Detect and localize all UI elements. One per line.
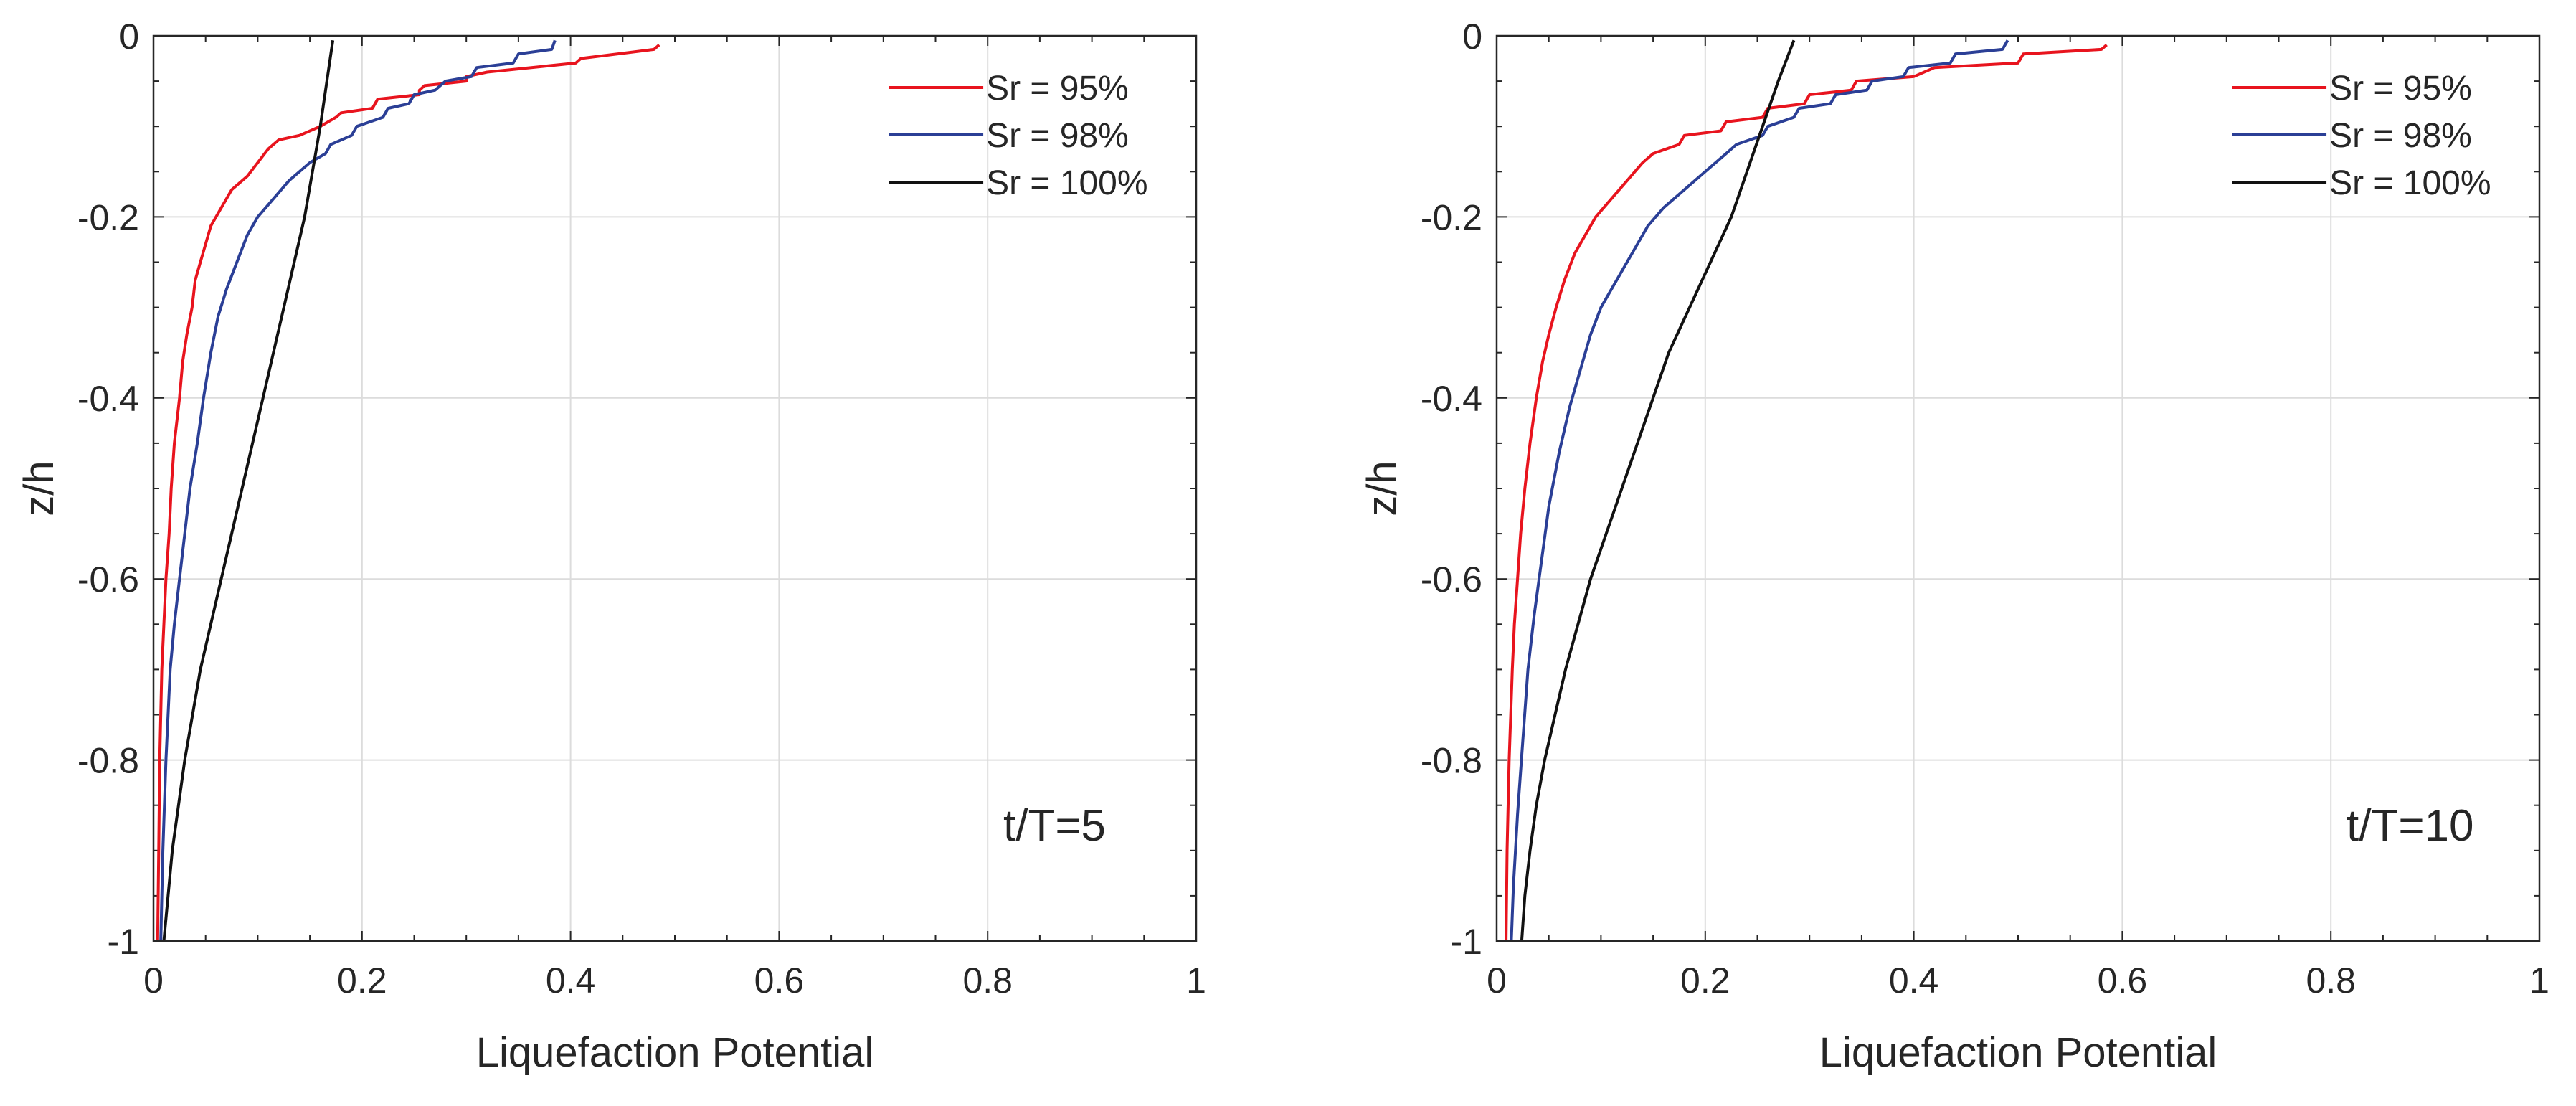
x-axis-label: Liquefaction Potential	[1819, 1029, 2217, 1076]
y-tick-label: -0.2	[1421, 197, 1482, 237]
x-axis-label: Liquefaction Potential	[476, 1029, 874, 1076]
y-tick-label: -1	[108, 922, 139, 962]
y-tick-label: 0	[119, 16, 139, 57]
series-line-2	[1510, 39, 2009, 942]
x-tick-label: 0	[1487, 960, 1507, 1001]
legend-label-3: Sr = 100%	[2329, 164, 2491, 202]
y-tick-label: -0.8	[77, 741, 139, 781]
x-tick-label: 0.8	[962, 960, 1013, 1001]
x-tick-label: 0.4	[1889, 960, 1939, 1001]
x-tick-label: 0.2	[337, 960, 387, 1001]
legend-label-3: Sr = 100%	[986, 164, 1147, 202]
axes-frame	[152, 34, 1198, 942]
x-tick-label: 0.4	[546, 960, 596, 1001]
y-tick-label: -0.4	[77, 379, 139, 419]
y-axis-label: z/h	[1359, 460, 1406, 516]
x-tick-label: 1	[2529, 960, 2549, 1001]
legend-label-1: Sr = 95%	[2329, 70, 2472, 108]
legend-label-2: Sr = 98%	[2329, 117, 2472, 155]
series-line-2	[159, 39, 557, 942]
y-tick-label: 0	[1462, 16, 1482, 57]
time-annotation: t/T=5	[1003, 801, 1106, 851]
y-tick-label: -0.6	[77, 559, 139, 600]
legend-label-2: Sr = 98%	[986, 117, 1129, 155]
chart-panel-left: 0 0.2 0.4 0.6 0.8 1 0 -0.2 -0.4 -0.6 -0.8 -1 Liquefa…	[16, 16, 1206, 1076]
time-annotation: t/T=10	[2347, 801, 2474, 851]
y-tick-label: -1	[1451, 922, 1482, 962]
x-tick-label: 0.2	[1680, 960, 1730, 1001]
series-line-3	[1520, 39, 1796, 942]
y-tick-label: -0.6	[1421, 559, 1482, 600]
series-line-3	[162, 40, 335, 942]
x-tick-label: 0	[143, 960, 164, 1001]
chart-panel-right: 0 0.2 0.4 0.6 0.8 1 0 -0.2 -0.4 -0.6 -0.8 -1 Liquefa…	[1359, 16, 2549, 1076]
series-line-1	[156, 44, 660, 942]
x-tick-label: 1	[1186, 960, 1206, 1001]
y-axis-label: z/h	[16, 460, 62, 516]
x-tick-label: 0.8	[2306, 960, 2356, 1001]
series-line-1	[1505, 44, 2108, 942]
legend-label-1: Sr = 95%	[986, 70, 1129, 108]
x-tick-label: 0.6	[754, 960, 805, 1001]
axes-frame	[1495, 34, 2541, 942]
y-tick-label: -0.2	[77, 197, 139, 237]
y-tick-label: -0.8	[1421, 741, 1482, 781]
y-tick-label: -0.4	[1421, 379, 1482, 419]
x-tick-label: 0.6	[2098, 960, 2148, 1001]
